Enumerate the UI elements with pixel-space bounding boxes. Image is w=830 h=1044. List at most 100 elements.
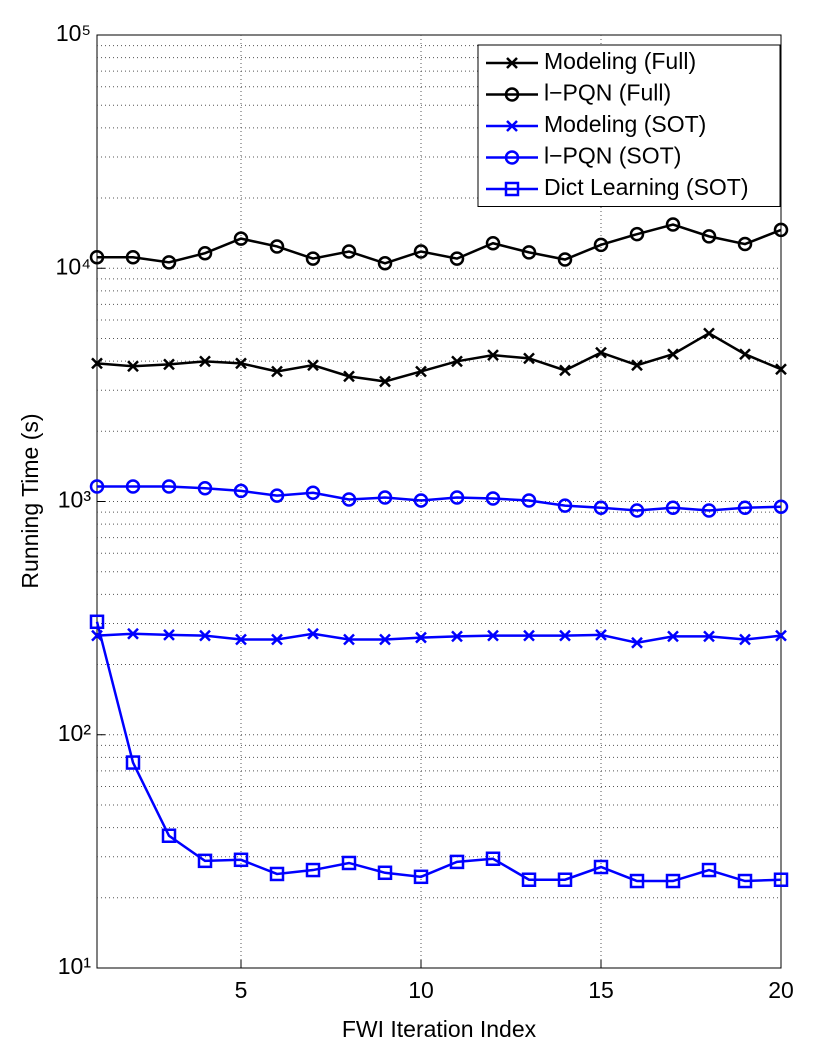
point-marker [667, 630, 679, 643]
x-axis-label: FWI Iteration Index [342, 1016, 537, 1042]
point-marker [737, 500, 753, 516]
point-marker [91, 357, 103, 370]
point-marker [307, 627, 319, 640]
point-marker [125, 479, 141, 494]
point-marker [89, 479, 105, 494]
point-marker [773, 872, 789, 887]
point-marker [379, 375, 391, 388]
point-marker [665, 500, 681, 516]
point-marker [199, 629, 211, 642]
point-marker [449, 251, 465, 266]
point-marker [701, 229, 717, 244]
point-marker [161, 479, 177, 494]
point-marker [269, 866, 285, 882]
point-marker [449, 490, 465, 505]
point-marker [485, 491, 501, 506]
point-marker [163, 629, 175, 641]
point-marker [341, 244, 357, 259]
point-marker [773, 222, 789, 238]
point-marker [413, 493, 429, 508]
point-marker [233, 231, 249, 246]
legend-marker [504, 87, 520, 102]
point-marker [199, 355, 211, 368]
legend-label: Modeling (Full) [544, 48, 696, 74]
point-marker [595, 629, 607, 641]
point-marker [739, 633, 751, 646]
point-marker [89, 614, 105, 630]
point-marker [269, 239, 285, 254]
point-marker [557, 252, 573, 267]
point-marker [521, 872, 537, 887]
point-marker [451, 630, 463, 643]
point-marker [235, 357, 247, 370]
point-marker [163, 358, 175, 371]
legend-label: Dict Learning (SOT) [544, 174, 749, 200]
point-marker [557, 872, 573, 887]
point-marker [631, 359, 643, 372]
x-tick-label: 10 [408, 977, 434, 1003]
legend-marker [506, 57, 518, 69]
point-marker [665, 217, 681, 232]
point-marker [413, 244, 429, 259]
point-marker [775, 629, 787, 642]
point-marker [305, 485, 321, 501]
point-marker [523, 352, 535, 365]
point-marker [703, 630, 715, 643]
y-axis-label: Running Time (s) [17, 413, 43, 588]
point-marker [593, 237, 609, 253]
point-marker [775, 363, 787, 376]
y-tick-label: 10¹ [58, 953, 92, 979]
y-tick-label: 10⁵ [56, 20, 91, 46]
point-marker [631, 636, 643, 649]
point-marker [737, 873, 753, 889]
point-marker [415, 365, 427, 378]
point-marker [629, 873, 645, 889]
legend-marker [504, 150, 520, 165]
point-marker [737, 236, 753, 252]
point-marker [485, 235, 501, 251]
legend-marker [506, 120, 518, 132]
legend-label: l−PQN (SOT) [544, 143, 681, 169]
y-tick-label: 10² [58, 720, 92, 746]
point-marker [449, 854, 465, 870]
point-marker [413, 869, 429, 885]
point-marker [629, 226, 645, 242]
point-marker [451, 355, 463, 368]
series-line [96, 632, 782, 645]
y-tick-label: 10³ [58, 487, 92, 513]
legend-label: Modeling (SOT) [544, 111, 706, 137]
point-marker [343, 370, 355, 383]
point-marker [235, 633, 247, 646]
point-marker [739, 348, 751, 361]
point-marker [487, 629, 499, 642]
point-marker [89, 249, 105, 265]
series-line [96, 331, 782, 383]
point-marker [701, 503, 717, 518]
point-marker [161, 255, 177, 270]
point-marker [629, 503, 645, 518]
point-marker [125, 249, 141, 265]
point-marker [703, 327, 715, 340]
y-tick-label: 10⁴ [56, 253, 91, 279]
point-marker [667, 348, 679, 361]
point-marker [233, 483, 249, 499]
point-marker [269, 488, 285, 503]
point-marker [127, 627, 139, 640]
point-marker [773, 499, 789, 514]
point-marker [341, 855, 357, 871]
point-marker [377, 256, 393, 271]
point-marker [305, 251, 321, 266]
point-marker [341, 492, 357, 507]
point-marker [595, 346, 607, 359]
point-marker [125, 755, 141, 770]
point-marker [523, 629, 535, 642]
point-marker [487, 349, 499, 362]
point-marker [343, 633, 355, 646]
point-marker [415, 631, 427, 644]
point-marker [197, 480, 213, 496]
point-marker [485, 851, 501, 867]
point-marker [521, 245, 537, 260]
point-marker [161, 828, 177, 843]
legend-marker [504, 181, 520, 197]
point-marker [665, 873, 681, 889]
